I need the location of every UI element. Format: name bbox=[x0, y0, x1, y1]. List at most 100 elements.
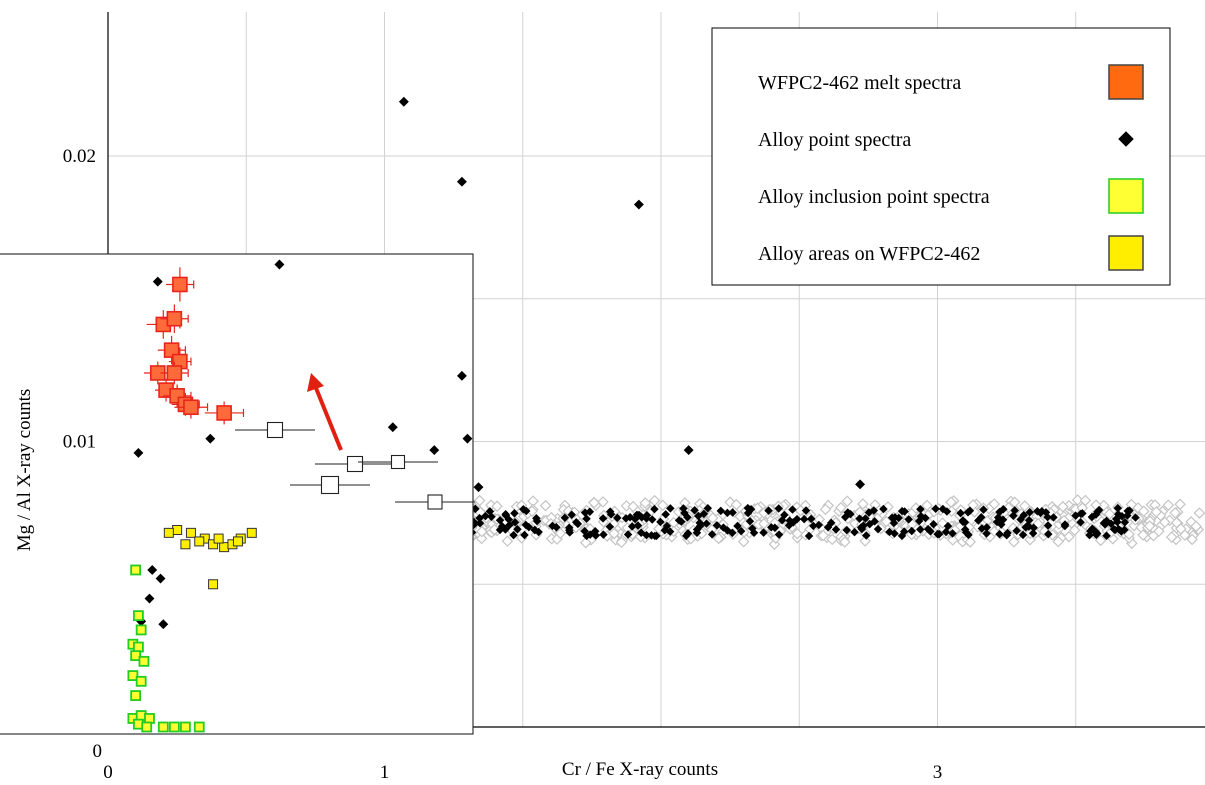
background-point bbox=[599, 530, 608, 539]
background-point bbox=[1114, 524, 1123, 534]
background-point bbox=[850, 527, 859, 537]
background-point bbox=[703, 503, 713, 513]
background-point bbox=[916, 525, 925, 534]
background-point bbox=[1057, 500, 1069, 513]
background-point bbox=[862, 531, 871, 540]
alloy-inclusion-point bbox=[127, 670, 139, 682]
background-point bbox=[427, 494, 443, 510]
background-point bbox=[716, 506, 726, 516]
background-point bbox=[764, 506, 773, 515]
alloy-point bbox=[274, 259, 285, 270]
background-point bbox=[706, 512, 719, 524]
background-point bbox=[1150, 506, 1163, 518]
background-point bbox=[841, 512, 850, 522]
background-point bbox=[745, 516, 755, 526]
background-point bbox=[636, 528, 646, 538]
background-point bbox=[509, 530, 518, 540]
background-point bbox=[855, 514, 864, 523]
background-point bbox=[520, 530, 529, 540]
background-point bbox=[1071, 494, 1084, 506]
background-point bbox=[320, 475, 340, 495]
background-point bbox=[814, 520, 824, 530]
alloy-point bbox=[633, 199, 644, 210]
background-point bbox=[897, 531, 907, 541]
background-point bbox=[580, 526, 589, 536]
background-point bbox=[683, 529, 693, 538]
background-point bbox=[873, 524, 883, 534]
background-point bbox=[567, 510, 576, 520]
background-point bbox=[917, 512, 926, 522]
background-point bbox=[728, 528, 737, 538]
background-point bbox=[974, 516, 983, 525]
background-point bbox=[1113, 503, 1123, 513]
background-point bbox=[809, 521, 818, 531]
alloy-area-point bbox=[246, 527, 257, 538]
background-point bbox=[475, 532, 488, 545]
alloy-point bbox=[462, 433, 473, 444]
background-point bbox=[605, 507, 615, 516]
background-point bbox=[831, 525, 841, 534]
alloy-area-point bbox=[232, 536, 243, 547]
background-point bbox=[879, 504, 888, 514]
background-point bbox=[948, 529, 957, 538]
background-point bbox=[476, 525, 488, 538]
background-point bbox=[539, 499, 552, 512]
annotations bbox=[307, 373, 343, 451]
background-point bbox=[979, 505, 988, 514]
background-point bbox=[890, 529, 899, 538]
alloy-point bbox=[158, 619, 169, 630]
y-tick-label: 0.02 bbox=[63, 146, 96, 167]
background-point bbox=[647, 515, 657, 524]
background-point bbox=[988, 498, 1001, 510]
background-point bbox=[995, 529, 1004, 539]
alloy-area-point bbox=[194, 536, 205, 547]
background-point bbox=[653, 523, 665, 535]
background-point bbox=[921, 499, 933, 512]
legend-box bbox=[711, 27, 1171, 286]
background-point bbox=[992, 517, 1002, 527]
background-point bbox=[627, 500, 639, 513]
background-point bbox=[859, 521, 868, 530]
background-point bbox=[931, 504, 940, 513]
background-point bbox=[806, 514, 816, 524]
background-point bbox=[835, 501, 847, 514]
background-point bbox=[473, 494, 486, 507]
background-point bbox=[1162, 499, 1175, 511]
background-point bbox=[960, 525, 970, 534]
background-point bbox=[1021, 523, 1030, 532]
background-point bbox=[390, 454, 406, 470]
melt-spectrum-point bbox=[163, 342, 180, 358]
background-point bbox=[794, 504, 807, 517]
alloy-inclusion-point bbox=[130, 690, 142, 701]
melt-spectrum-point bbox=[172, 276, 188, 293]
background-point bbox=[1008, 536, 1020, 548]
background-point bbox=[633, 521, 643, 530]
background-point bbox=[634, 510, 644, 520]
alloy-inclusion-point bbox=[138, 655, 150, 667]
alloy-point bbox=[147, 565, 158, 575]
alloy-point bbox=[144, 593, 155, 604]
alloy-inclusion-point bbox=[168, 721, 180, 733]
background-point bbox=[1158, 516, 1171, 529]
background-point bbox=[1044, 529, 1053, 539]
alloy-inclusion-point bbox=[193, 721, 205, 733]
background-point bbox=[842, 525, 852, 535]
background-point bbox=[819, 503, 832, 516]
background-point bbox=[728, 508, 737, 517]
background-point bbox=[642, 510, 652, 520]
background-point bbox=[510, 509, 519, 518]
background-point bbox=[1092, 529, 1102, 538]
alloy-point bbox=[398, 96, 409, 107]
background-point bbox=[817, 529, 829, 542]
background-point bbox=[774, 530, 784, 539]
background-point bbox=[1016, 515, 1025, 524]
background-point bbox=[1169, 507, 1181, 519]
alloy-point bbox=[205, 433, 216, 444]
background-point bbox=[526, 505, 538, 517]
x-tick-label: 3 bbox=[933, 762, 943, 780]
background-point bbox=[702, 519, 711, 528]
alloy-point bbox=[152, 276, 163, 287]
legend-marker-square bbox=[1108, 235, 1144, 271]
background-point bbox=[1043, 521, 1053, 530]
